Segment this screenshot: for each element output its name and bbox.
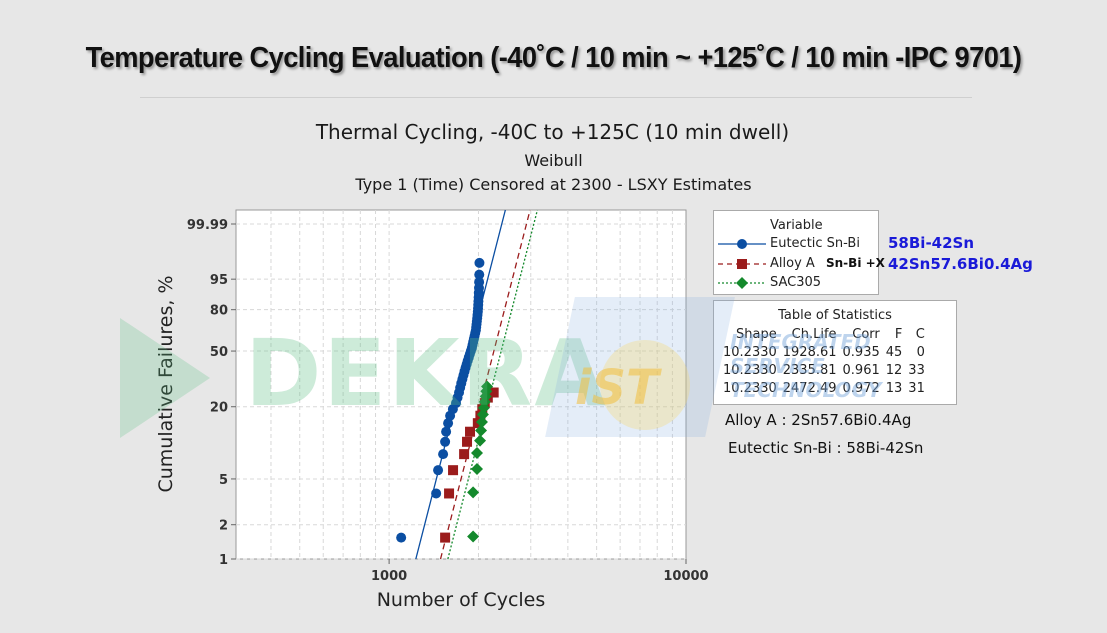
legend-item-alloy-a: Alloy A (714, 255, 878, 273)
point-sac305 (470, 463, 483, 476)
y-tick-label: 2 (219, 519, 228, 534)
legend-label: Alloy A (770, 256, 815, 271)
y-tick-label: 80 (210, 304, 228, 319)
legend-item-eutectic: Eutectic Sn-Bi (714, 235, 878, 253)
point-alloy-a (440, 532, 451, 543)
col-header: F (894, 326, 903, 342)
fit-line-sac305 (447, 209, 539, 560)
data-points (396, 257, 499, 543)
legend-item-sac305: SAC305 (714, 274, 878, 292)
cell: 10.2330 (723, 362, 777, 378)
grid (236, 210, 686, 560)
cell: 0 (916, 344, 925, 360)
chart-subtitle-distribution: Weibull (524, 151, 583, 170)
point-eutectic-sn-bi (474, 257, 485, 268)
stats-title: Table of Statistics (778, 308, 892, 323)
col-header: Ch.Life (791, 326, 837, 342)
cell: 33 (908, 362, 925, 378)
title-divider (140, 97, 972, 98)
legend-square-marker-icon (718, 259, 766, 269)
point-eutectic-sn-bi (396, 532, 407, 543)
cell: 10.2330 (723, 344, 777, 360)
y-tick-label: 50 (210, 345, 228, 360)
stats-header-row: Shape Ch.Life Corr F C (720, 325, 928, 343)
point-eutectic-sn-bi (474, 269, 485, 280)
point-eutectic-sn-bi (441, 426, 452, 437)
col-header: Shape (736, 326, 777, 342)
point-eutectic-sn-bi (433, 465, 444, 476)
col-header: Corr (852, 326, 880, 342)
point-sac305 (467, 486, 480, 499)
axes: 1 2 5 20 50 80 95 99.99 1000 10000 (187, 218, 709, 584)
statistics-table-box: Table of Statistics Shape Ch.Life Corr F… (713, 300, 957, 405)
cell: 10.2330 (723, 380, 777, 396)
cell: 2472.49 (782, 380, 837, 396)
legend-circle-marker-icon (718, 239, 766, 249)
point-alloy-a (462, 436, 473, 447)
stats-row: 10.2330 2472.49 0.972 13 31 (720, 379, 928, 397)
y-tick-label: 5 (219, 473, 228, 488)
cell: 0.972 (842, 380, 880, 396)
y-tick-label: 99.99 (187, 218, 228, 233)
legend-label: Eutectic Sn-Bi (770, 236, 860, 251)
statistics-table: Shape Ch.Life Corr F C 10.2330 1928.61 0.9… (720, 325, 928, 397)
stats-row: 10.2330 2335.81 0.961 12 33 (720, 361, 928, 379)
point-alloy-a (488, 387, 499, 398)
point-alloy-a (448, 465, 459, 476)
cell: 12 (885, 362, 903, 378)
cell: 1928.61 (782, 344, 837, 360)
alloy-a-tag: Sn-Bi +X (826, 256, 885, 270)
point-alloy-a (444, 488, 455, 499)
cell: 13 (885, 380, 903, 396)
legend-diamond-marker-icon (718, 277, 766, 289)
point-sac305 (467, 530, 480, 543)
chart-subtitle-censoring: Type 1 (Time) Censored at 2300 - LSXY Es… (355, 175, 752, 194)
x-axis-label: Number of Cycles (377, 589, 546, 611)
point-sac305 (474, 434, 487, 447)
legend-title: Variable (770, 218, 823, 233)
cell: 2335.81 (782, 362, 837, 378)
chart-title: Thermal Cycling, -40C to +125C (10 min d… (315, 120, 790, 144)
point-sac305 (475, 415, 488, 428)
x-tick-label: 1000 (371, 569, 407, 584)
eutectic-composition: 58Bi-42Sn (888, 234, 975, 252)
col-header: C (915, 326, 925, 342)
point-sac305 (470, 446, 483, 459)
point-sac305 (475, 424, 488, 437)
cell: 31 (908, 380, 925, 396)
x-tick-label: 10000 (663, 569, 708, 584)
legend: Variable Eutectic Sn-Bi Alloy A SAC305 (713, 210, 879, 295)
point-eutectic-sn-bi (431, 488, 442, 499)
slide-title: Temperature Cycling Evaluation (-40˚C / … (85, 42, 1022, 74)
point-sac305 (481, 380, 494, 393)
stats-row: 10.2330 1928.61 0.935 45 0 (720, 343, 928, 361)
y-tick-label: 95 (210, 273, 228, 288)
point-alloy-a (465, 426, 476, 437)
y-tick-label: 20 (210, 401, 228, 416)
point-eutectic-sn-bi (440, 436, 451, 447)
cell: 45 (885, 344, 903, 360)
point-eutectic-sn-bi (474, 277, 485, 288)
cell: 0.961 (842, 362, 880, 378)
alloy-a-composition: 42Sn57.6Bi0.4Ag (888, 255, 1033, 273)
cell: 0.935 (842, 344, 880, 360)
point-alloy-a (459, 449, 470, 460)
legend-label: SAC305 (770, 275, 822, 290)
y-tick-label: 1 (219, 553, 228, 568)
note-eutectic: Eutectic Sn-Bi : 58Bi-42Sn (728, 439, 924, 457)
note-alloy-a: Alloy A : 2Sn57.6Bi0.4Ag (725, 411, 912, 429)
y-axis-label: Cumulative Failures, % (155, 275, 177, 492)
point-eutectic-sn-bi (438, 449, 449, 460)
